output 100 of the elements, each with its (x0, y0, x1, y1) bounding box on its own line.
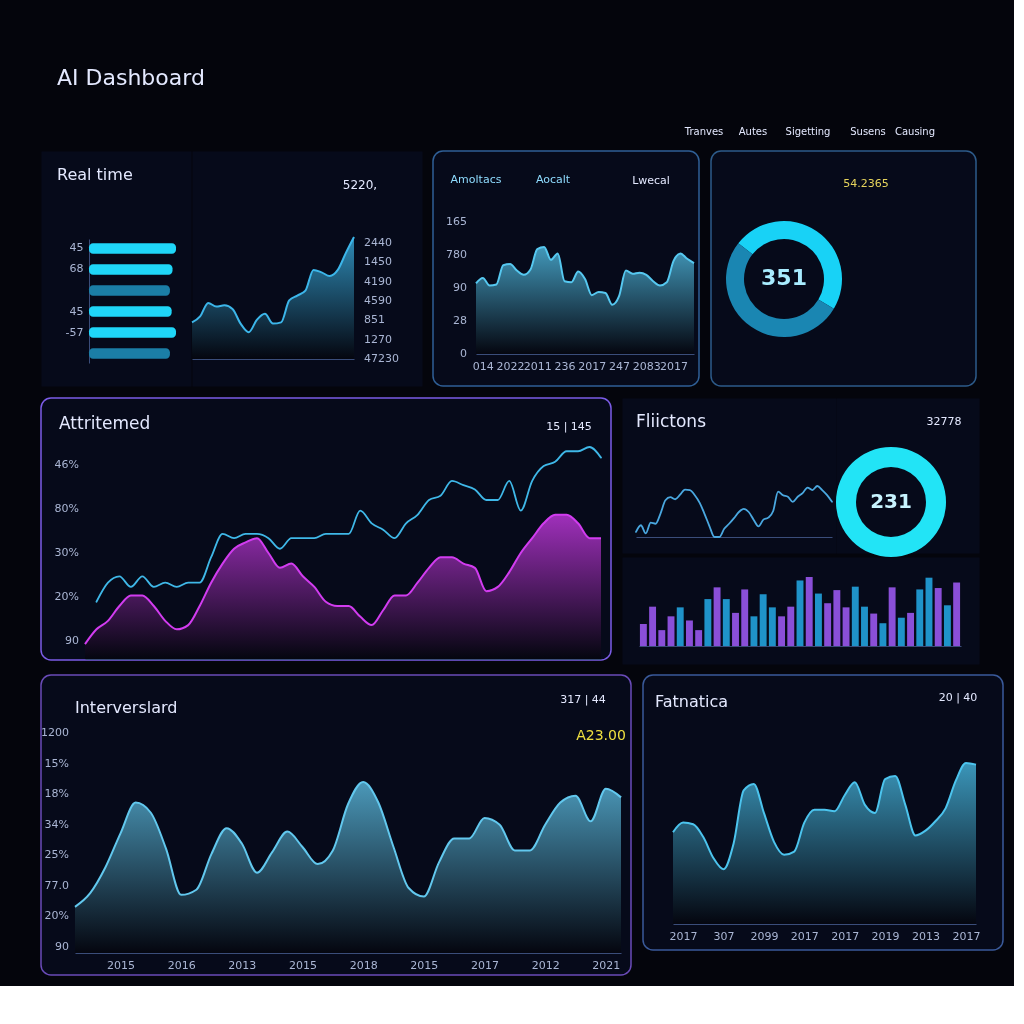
text: 32778 (926, 415, 962, 428)
x-tick-label: 2019 (871, 929, 900, 943)
x-tick-label: 2015 (410, 958, 439, 972)
text: 34% (44, 817, 69, 831)
bar (713, 587, 721, 646)
text: 851 (364, 313, 385, 327)
donut-slice (726, 243, 834, 337)
bar (722, 599, 730, 646)
bar (695, 630, 703, 646)
donut-slice (738, 221, 842, 309)
text: 165 (446, 215, 467, 228)
x-tick-label: 236 (554, 359, 576, 373)
text: Sigetting (785, 126, 831, 137)
bar (658, 630, 666, 646)
text: Causing (894, 126, 936, 137)
y-tick-label: 68 (69, 262, 84, 276)
bar (943, 605, 951, 646)
text: 780 (446, 248, 467, 261)
x-tick-label: 2017 (831, 929, 860, 943)
y-tick-label: -57 (65, 325, 84, 339)
y-tick-label: 45 (69, 241, 84, 255)
bar (639, 623, 647, 646)
text: 90 (55, 940, 69, 953)
text: 15 | 145 (546, 420, 592, 433)
text: 18% (44, 787, 69, 801)
text: 25% (44, 848, 69, 862)
text: 90 (65, 634, 79, 648)
text: 54.2365 (843, 177, 889, 190)
bar (842, 607, 850, 646)
x-tick-label: 2017 (578, 359, 607, 373)
bar (907, 612, 915, 646)
x-tick-label: 2015 (289, 958, 317, 972)
text: Lwecal (632, 174, 670, 187)
bar (861, 606, 868, 646)
x-tick-label: 2015 (107, 958, 135, 972)
text: 1270 (364, 332, 392, 346)
text: 77.0 (44, 878, 69, 892)
bar (814, 593, 822, 646)
x-tick-label: 2017 (952, 929, 981, 943)
chart-title: Fatnatica (655, 692, 729, 711)
x-tick-label: 2022 (496, 359, 525, 373)
text: 0 (460, 347, 467, 360)
x-tick-label: 2013 (228, 958, 257, 972)
bar (879, 623, 887, 646)
text: 46% (54, 457, 79, 471)
text: 4190 (364, 274, 392, 288)
bar (824, 603, 832, 646)
chart-title: Attritemed (59, 413, 151, 433)
chart-title: Interverslard (75, 698, 178, 717)
x-tick-label: 2017 (471, 958, 499, 972)
x-tick-label: 014 (472, 359, 494, 373)
text: 80% (54, 501, 79, 515)
text: 30% (54, 546, 79, 559)
text: 20% (54, 590, 79, 604)
text: 47230 (364, 352, 399, 365)
text: Tranves (683, 126, 724, 137)
bar (888, 587, 896, 646)
x-tick-label: 2017 (790, 929, 819, 943)
bar (897, 617, 905, 646)
text: 20% (44, 909, 69, 923)
bar (934, 588, 942, 646)
bar (704, 599, 712, 646)
text: Amoltacs (450, 173, 502, 186)
bar (649, 606, 657, 646)
text: 4590 (364, 294, 392, 307)
bar (833, 590, 841, 646)
bar (805, 577, 813, 646)
x-tick-label: 2017 (660, 359, 689, 373)
x-tick-label: 2011 (523, 359, 552, 373)
x-tick-label: 2016 (167, 958, 196, 972)
text: 2440 (364, 236, 392, 249)
text: Autes (738, 126, 768, 137)
bar (685, 620, 693, 646)
bar (870, 613, 878, 646)
x-tick-label: 2017 (669, 929, 698, 943)
x-tick-label: 2099 (750, 929, 779, 943)
x-tick-label: 307 (713, 929, 735, 943)
text: 5220, (342, 178, 378, 192)
bar (750, 616, 758, 646)
bar (916, 589, 924, 646)
chart-title: Fliictons (636, 411, 707, 431)
x-tick-label: 2018 (349, 958, 378, 972)
bar (759, 594, 767, 646)
bar (953, 582, 961, 646)
text: 317 | 44 (560, 693, 606, 706)
text: AI Dashboard (57, 65, 205, 90)
text: 351 (761, 265, 807, 290)
bar (732, 612, 739, 646)
text: 231 (870, 489, 912, 513)
x-tick-label: 247 (609, 359, 631, 373)
bar (787, 606, 795, 646)
x-tick-label: 2083 (632, 359, 661, 373)
bar (676, 607, 684, 646)
text: A23.00 (576, 727, 626, 743)
text: 1450 (364, 255, 392, 269)
text: 20 | 40 (938, 691, 978, 704)
text: 90 (453, 281, 467, 294)
bar (851, 586, 859, 646)
y-tick-label: 45 (69, 304, 84, 318)
x-tick-label: 2021 (592, 958, 621, 972)
